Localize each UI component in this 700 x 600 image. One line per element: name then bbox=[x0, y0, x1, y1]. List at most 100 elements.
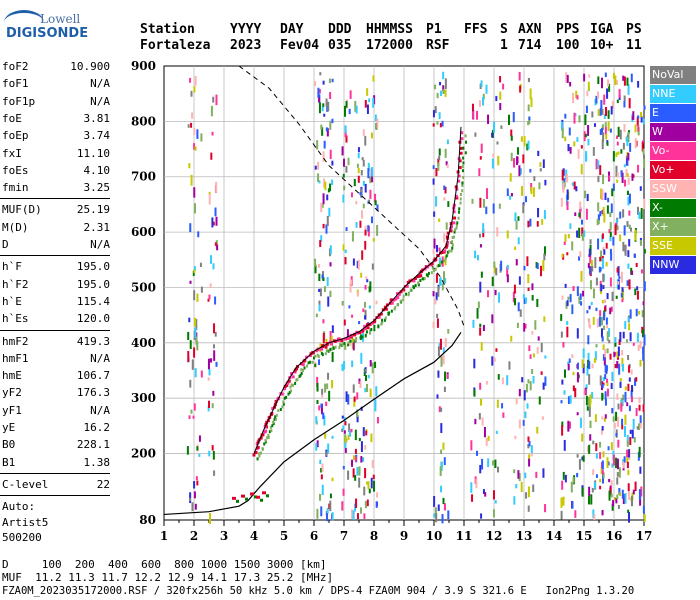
noise-mark bbox=[371, 459, 374, 468]
noise-mark bbox=[193, 290, 196, 301]
noise-mark bbox=[576, 95, 579, 100]
noise-mark bbox=[207, 377, 210, 381]
noise-mark bbox=[509, 195, 512, 200]
x-tick-label: 4 bbox=[250, 529, 258, 543]
noise-mark bbox=[343, 319, 346, 326]
noise-mark bbox=[443, 457, 446, 466]
x-trace-point bbox=[388, 311, 391, 315]
noise-mark bbox=[607, 197, 610, 203]
legend-item: E bbox=[650, 104, 696, 122]
noise-mark bbox=[639, 466, 642, 474]
noise-mark bbox=[514, 246, 517, 250]
o-trace-point bbox=[406, 280, 410, 284]
noise-mark bbox=[607, 121, 610, 132]
noise-mark bbox=[440, 461, 443, 472]
noise-mark bbox=[209, 513, 212, 525]
noise-mark bbox=[534, 320, 537, 330]
noise-mark bbox=[439, 257, 442, 267]
noise-mark bbox=[358, 477, 361, 488]
noise-mark bbox=[494, 500, 497, 504]
noise-mark bbox=[211, 403, 214, 409]
noise-mark bbox=[482, 228, 485, 238]
x-trace-point bbox=[407, 291, 410, 295]
noise-mark bbox=[615, 411, 618, 421]
header-value: 11 bbox=[626, 38, 642, 53]
x-trace-point bbox=[274, 417, 277, 421]
noise-mark bbox=[599, 485, 602, 490]
noise-mark bbox=[582, 363, 585, 374]
noise-mark bbox=[601, 258, 604, 269]
noise-mark bbox=[329, 493, 332, 499]
noise-mark bbox=[513, 469, 516, 474]
o-trace-point bbox=[325, 342, 329, 346]
noise-mark bbox=[576, 472, 579, 478]
noise-mark bbox=[498, 292, 501, 303]
noise-mark bbox=[595, 95, 598, 104]
x-trace-point bbox=[306, 364, 309, 368]
noise-mark bbox=[638, 211, 641, 219]
noise-mark bbox=[527, 436, 530, 442]
noise-mark bbox=[518, 276, 521, 285]
param-row: hmE 106.7 bbox=[0, 367, 110, 384]
noise-mark bbox=[610, 442, 613, 451]
noise-mark bbox=[353, 398, 356, 407]
noise-mark bbox=[527, 121, 530, 126]
noise-mark bbox=[627, 263, 630, 269]
noise-mark bbox=[199, 262, 202, 268]
noise-mark bbox=[508, 361, 511, 370]
x-tick-label: 2 bbox=[190, 529, 198, 543]
noise-mark bbox=[617, 126, 620, 137]
noise-mark bbox=[193, 491, 196, 499]
noise-mark bbox=[603, 312, 606, 321]
header-label: DDD bbox=[328, 22, 352, 37]
noise-mark bbox=[619, 129, 622, 140]
param-key: h`F2 bbox=[2, 277, 29, 291]
noise-mark bbox=[519, 168, 522, 175]
x-trace-point bbox=[303, 366, 306, 370]
noise-mark bbox=[615, 433, 618, 437]
noise-mark bbox=[599, 256, 602, 262]
noise-mark bbox=[592, 440, 595, 445]
noise-mark bbox=[564, 136, 567, 142]
noise-mark bbox=[604, 126, 607, 136]
noise-mark bbox=[200, 133, 203, 142]
noise-mark bbox=[531, 368, 534, 375]
noise-mark bbox=[612, 500, 615, 507]
o-trace-point bbox=[419, 274, 423, 278]
noise-mark bbox=[564, 113, 567, 119]
o-trace-point bbox=[366, 326, 370, 330]
x-trace-point bbox=[446, 250, 449, 254]
noise-mark bbox=[194, 503, 197, 510]
noise-mark bbox=[526, 143, 529, 151]
noise-mark bbox=[642, 505, 645, 514]
noise-mark bbox=[189, 77, 192, 83]
noise-mark bbox=[604, 399, 607, 406]
o-trace-point bbox=[283, 387, 287, 391]
x-trace-point bbox=[271, 424, 274, 428]
noise-mark bbox=[595, 307, 598, 312]
noise-mark bbox=[640, 116, 643, 123]
noise-mark bbox=[315, 416, 318, 424]
noise-mark bbox=[436, 244, 439, 253]
x-trace-point bbox=[461, 169, 464, 173]
noise-mark bbox=[626, 221, 629, 227]
o-trace-point bbox=[460, 131, 464, 135]
noise-mark bbox=[539, 168, 542, 172]
noise-mark bbox=[524, 323, 527, 329]
noise-mark bbox=[532, 353, 535, 358]
noise-mark bbox=[544, 355, 547, 359]
noise-mark bbox=[349, 340, 352, 346]
noise-mark bbox=[592, 509, 595, 519]
noise-mark bbox=[576, 230, 579, 238]
x-tick-label: 8 bbox=[370, 529, 378, 543]
noise-mark bbox=[318, 359, 321, 366]
o-trace-point bbox=[430, 262, 434, 266]
noise-mark bbox=[371, 167, 374, 178]
noise-mark bbox=[358, 437, 361, 442]
noise-mark bbox=[341, 363, 344, 372]
x-trace-point bbox=[274, 415, 277, 419]
noise-mark bbox=[620, 271, 623, 283]
noise-mark bbox=[622, 75, 625, 81]
noise-mark bbox=[214, 296, 217, 305]
noise-mark bbox=[610, 203, 613, 214]
